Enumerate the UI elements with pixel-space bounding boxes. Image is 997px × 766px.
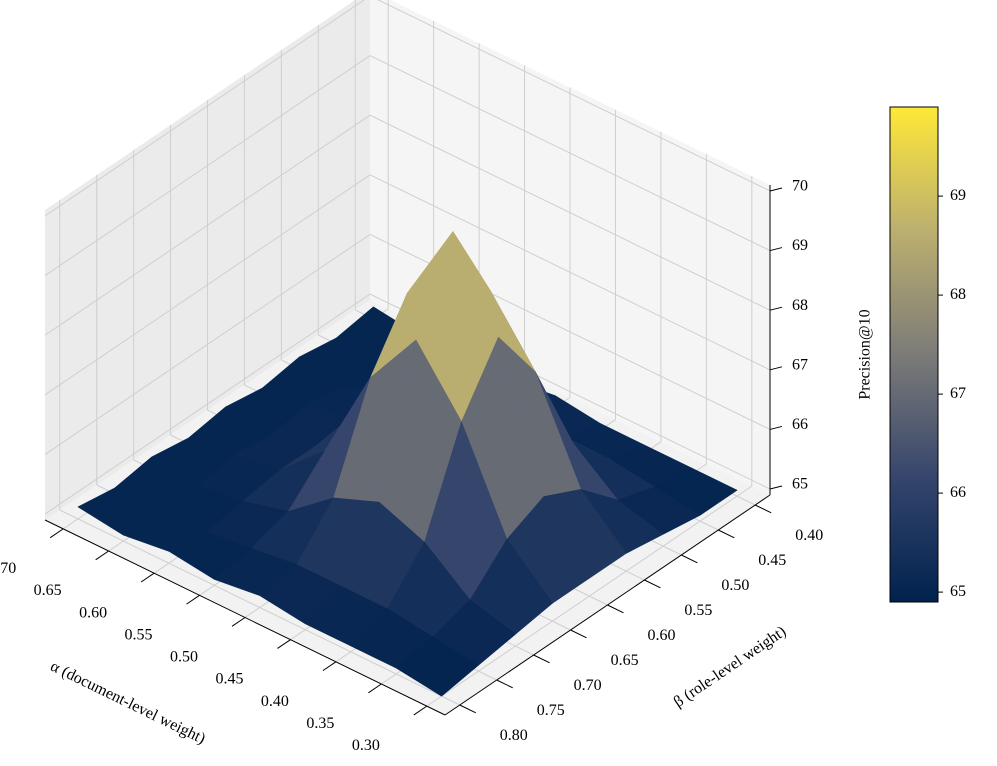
y-tick-label: 0.50 bbox=[721, 577, 749, 594]
x-tick bbox=[95, 550, 109, 561]
y-tick-label: 0.65 bbox=[611, 652, 639, 669]
z-tick-label: 70 bbox=[792, 178, 808, 195]
x-tick-label: 0.45 bbox=[215, 671, 243, 688]
z-tick bbox=[769, 306, 783, 311]
x-tick-label: 0.50 bbox=[170, 649, 198, 666]
z-tick bbox=[769, 485, 783, 490]
grid-line bbox=[377, 0, 771, 192]
x-tick bbox=[368, 683, 382, 694]
z-tick bbox=[769, 425, 783, 430]
colorbar-tick-label: 65 bbox=[950, 583, 966, 600]
x-tick-label: 0.60 bbox=[79, 604, 107, 621]
y-tick bbox=[533, 654, 550, 664]
z-tick bbox=[769, 247, 783, 252]
x-tick bbox=[140, 572, 155, 583]
x-tick-label: 0.70 bbox=[0, 560, 16, 577]
y-tick bbox=[681, 554, 698, 564]
y-tick bbox=[607, 604, 624, 614]
grid-line bbox=[369, 174, 771, 371]
colorbar-tick-label: 68 bbox=[950, 286, 966, 303]
x-tick bbox=[49, 528, 64, 539]
y-tick-label: 0.40 bbox=[795, 527, 823, 544]
x-tick bbox=[413, 705, 428, 716]
grid-line bbox=[44, 114, 371, 336]
colorbar-title: Precision@10 bbox=[857, 309, 874, 399]
y-tick-label: 0.60 bbox=[648, 627, 676, 644]
y-tick-label: 0.80 bbox=[500, 727, 528, 744]
y-tick bbox=[718, 529, 735, 539]
grid-line bbox=[369, 55, 771, 252]
grid-line bbox=[44, 0, 365, 217]
grid-line bbox=[369, 114, 771, 311]
colorbar-tick-label: 66 bbox=[950, 484, 966, 501]
x-tick-label: 0.35 bbox=[306, 715, 334, 732]
y-tick bbox=[459, 704, 476, 714]
y-tick-label: 0.45 bbox=[758, 552, 786, 569]
x-axis-title: α (document-level weight) bbox=[48, 658, 208, 748]
grid-line bbox=[44, 234, 371, 455]
y-tick bbox=[644, 579, 661, 589]
colorbar bbox=[889, 106, 939, 603]
x-tick bbox=[186, 594, 200, 605]
y-axis-title: β (role-level weight) bbox=[671, 623, 790, 711]
z-tick-label: 69 bbox=[792, 237, 808, 254]
y-tick-label: 0.70 bbox=[574, 677, 602, 694]
z-tick bbox=[769, 187, 783, 192]
x-tick bbox=[322, 661, 337, 672]
grid-line bbox=[44, 174, 371, 396]
colorbar-tick-label: 69 bbox=[950, 187, 966, 204]
x-tick bbox=[231, 617, 246, 627]
z-tick bbox=[769, 366, 783, 371]
x-tick-label: 0.30 bbox=[352, 737, 380, 754]
y-tick-label: 0.75 bbox=[537, 702, 565, 719]
grid-line bbox=[59, 509, 460, 706]
y-tick-label: 0.55 bbox=[684, 602, 712, 619]
z-tick-label: 68 bbox=[792, 297, 808, 314]
x-tick-label: 0.65 bbox=[34, 582, 62, 599]
y-tick bbox=[755, 504, 772, 514]
x-tick-label: 0.40 bbox=[261, 693, 289, 710]
grid-line bbox=[44, 293, 371, 515]
x-tick-label: 0.55 bbox=[125, 626, 153, 643]
colorbar-tick-label: 67 bbox=[950, 385, 966, 402]
y-tick bbox=[570, 629, 587, 639]
grid-line bbox=[44, 55, 371, 276]
y-tick bbox=[496, 679, 513, 689]
x-tick bbox=[277, 639, 291, 649]
z-tick-label: 66 bbox=[792, 416, 808, 433]
z-tick-label: 67 bbox=[792, 356, 808, 373]
z-tick-label: 65 bbox=[792, 476, 808, 493]
surface-face bbox=[395, 636, 479, 697]
